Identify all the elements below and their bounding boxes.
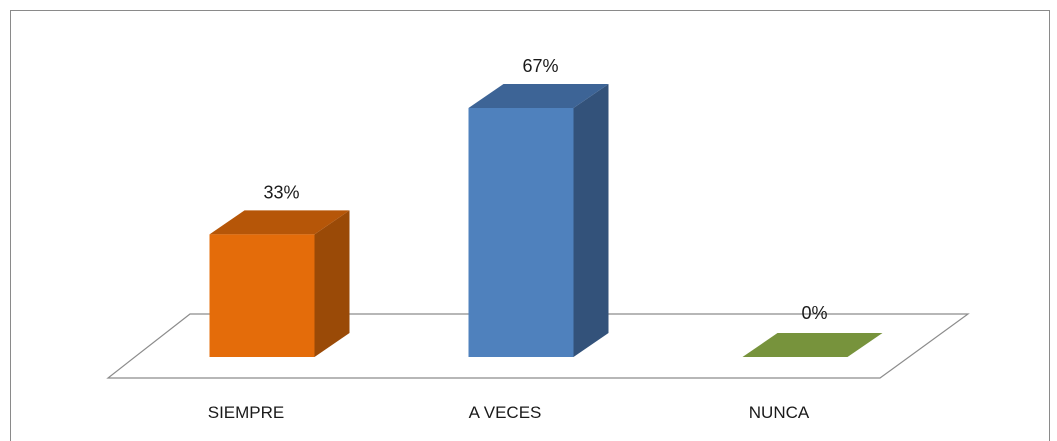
category-label-a-veces: A VECES xyxy=(469,403,542,422)
data-label-nunca: 0% xyxy=(801,303,827,323)
category-label-siempre: SIEMPRE xyxy=(208,403,285,422)
data-label-siempre: 33% xyxy=(263,182,299,202)
category-label-nunca: NUNCA xyxy=(749,403,810,422)
bar-top-a-veces xyxy=(468,84,609,108)
bar-side-a-veces xyxy=(573,84,609,357)
bar-nunca xyxy=(742,333,883,357)
bar-siempre xyxy=(209,210,350,357)
bar-front-siempre xyxy=(209,234,315,357)
data-label-a-veces: 67% xyxy=(522,56,558,76)
bar-side-siempre xyxy=(314,210,350,357)
bar-a-veces xyxy=(468,84,609,357)
bar-top-siempre xyxy=(209,210,350,235)
bar-front-a-veces xyxy=(468,108,574,357)
